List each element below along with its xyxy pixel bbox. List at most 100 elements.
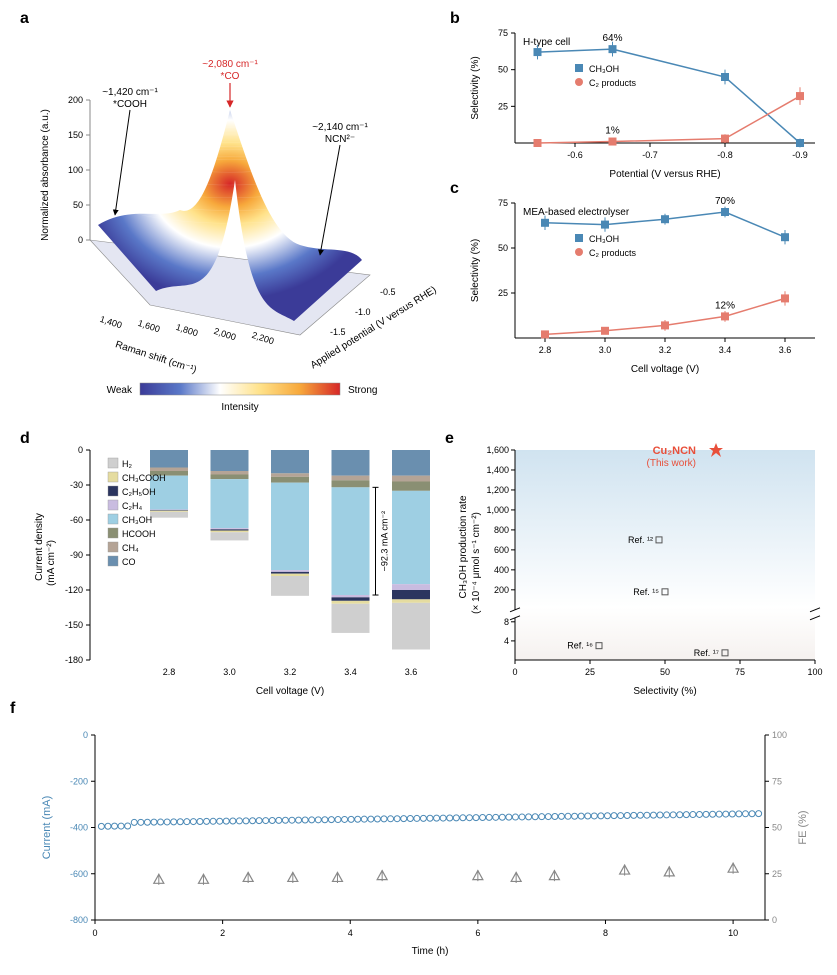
svg-text:1,000: 1,000 — [486, 505, 509, 515]
svg-text:50: 50 — [772, 823, 782, 833]
svg-text:(This work): (This work) — [647, 458, 696, 469]
panel-b-svg: 255075-0.6-0.7-0.8-0.9Selectivity (%)Pot… — [460, 18, 830, 183]
svg-text:50: 50 — [498, 243, 508, 253]
svg-text:Cu₂NCN: Cu₂NCN — [653, 445, 696, 457]
svg-text:25: 25 — [772, 869, 782, 879]
svg-text:-0.9: -0.9 — [792, 150, 808, 160]
svg-text:Selectivity (%): Selectivity (%) — [470, 239, 481, 302]
svg-text:Normalized absorbance (a.u.): Normalized absorbance (a.u.) — [40, 109, 51, 241]
svg-text:Cell voltage (V): Cell voltage (V) — [631, 364, 699, 375]
svg-text:150: 150 — [68, 130, 83, 140]
svg-text:1,200: 1,200 — [486, 485, 509, 495]
panel-a-svg: 0501001502001,4001,6001,8002,0002,200-0.… — [20, 15, 440, 415]
svg-text:1,800: 1,800 — [175, 322, 200, 338]
svg-text:0: 0 — [92, 928, 97, 938]
svg-text:4: 4 — [348, 928, 353, 938]
svg-text:~2,080 cm⁻¹: ~2,080 cm⁻¹ — [202, 59, 258, 70]
svg-text:200: 200 — [494, 585, 509, 595]
panel-label-b: b — [450, 10, 460, 28]
svg-text:CH₃OH: CH₃OH — [122, 515, 152, 525]
svg-text:25: 25 — [498, 101, 508, 111]
svg-text:C₂ products: C₂ products — [589, 78, 637, 88]
svg-text:-30: -30 — [70, 480, 83, 490]
svg-text:3.4: 3.4 — [719, 345, 732, 355]
svg-text:(mA cm⁻²): (mA cm⁻²) — [46, 540, 57, 586]
svg-text:CH₄: CH₄ — [122, 543, 139, 553]
svg-text:*CO: *CO — [221, 71, 240, 82]
svg-text:*COOH: *COOH — [113, 99, 147, 110]
svg-text:-1.5: -1.5 — [330, 327, 346, 337]
svg-text:Ref. ¹⁵: Ref. ¹⁵ — [633, 587, 659, 597]
svg-text:600: 600 — [494, 545, 509, 555]
svg-text:75: 75 — [772, 776, 782, 786]
svg-text:-120: -120 — [65, 585, 83, 595]
svg-text:2,000: 2,000 — [213, 326, 238, 342]
svg-text:-150: -150 — [65, 620, 83, 630]
svg-text:Potential (V versus RHE): Potential (V versus RHE) — [609, 169, 720, 180]
panel-c-svg: 2550752.83.03.23.43.6Selectivity (%)Cell… — [460, 188, 830, 378]
svg-text:C₂ products: C₂ products — [589, 248, 637, 258]
svg-text:12%: 12% — [715, 300, 735, 311]
svg-text:4: 4 — [504, 636, 509, 646]
svg-text:CO: CO — [122, 557, 136, 567]
svg-text:-0.6: -0.6 — [567, 150, 583, 160]
svg-text:Raman shift (cm⁻¹): Raman shift (cm⁻¹) — [114, 339, 198, 376]
svg-text:3.6: 3.6 — [405, 667, 418, 677]
svg-text:~1,420 cm⁻¹: ~1,420 cm⁻¹ — [102, 87, 158, 98]
svg-text:MEA-based electrolyser: MEA-based electrolyser — [523, 207, 630, 218]
svg-text:0: 0 — [772, 915, 777, 925]
svg-text:75: 75 — [498, 28, 508, 38]
svg-text:Ref. ¹⁷: Ref. ¹⁷ — [694, 648, 719, 658]
svg-text:Time (h): Time (h) — [412, 946, 449, 957]
svg-text:H-type cell: H-type cell — [523, 37, 570, 48]
svg-text:2.8: 2.8 — [539, 345, 552, 355]
svg-text:10: 10 — [728, 928, 738, 938]
svg-text:1,600: 1,600 — [486, 445, 509, 455]
svg-text:8: 8 — [504, 617, 509, 627]
svg-text:1,400: 1,400 — [486, 465, 509, 475]
svg-text:-180: -180 — [65, 655, 83, 665]
svg-text:70%: 70% — [715, 196, 735, 207]
svg-text:3.0: 3.0 — [223, 667, 236, 677]
svg-text:C₂H₅OH: C₂H₅OH — [122, 487, 156, 497]
panel-f-svg: 0-200-400-600-80002550751000246810Curren… — [30, 720, 820, 960]
svg-text:FE (%): FE (%) — [797, 810, 809, 844]
svg-text:Selectivity (%): Selectivity (%) — [633, 686, 696, 697]
svg-text:CH₃OH production rate: CH₃OH production rate — [458, 495, 469, 598]
svg-text:1,400: 1,400 — [99, 314, 124, 330]
svg-text:75: 75 — [735, 667, 745, 677]
svg-text:25: 25 — [585, 667, 595, 677]
svg-text:50: 50 — [660, 667, 670, 677]
svg-text:Selectivity (%): Selectivity (%) — [470, 56, 481, 119]
svg-text:-1.0: -1.0 — [355, 307, 371, 317]
svg-text:Ref. ¹⁶: Ref. ¹⁶ — [567, 641, 593, 651]
svg-text:−92.3 mA cm⁻²: −92.3 mA cm⁻² — [380, 511, 390, 572]
panel-label-f: f — [10, 700, 15, 718]
panel-d-svg: 0-30-60-90-120-150-180Current density(mA… — [20, 440, 440, 700]
svg-text:~2,140 cm⁻¹: ~2,140 cm⁻¹ — [312, 122, 368, 133]
svg-text:100: 100 — [68, 165, 83, 175]
svg-text:CH₃COOH: CH₃COOH — [122, 473, 166, 483]
svg-text:200: 200 — [68, 95, 83, 105]
svg-text:0: 0 — [83, 730, 88, 740]
svg-text:Weak: Weak — [107, 385, 133, 396]
svg-text:CH₃OH: CH₃OH — [589, 234, 619, 244]
svg-text:64%: 64% — [602, 33, 622, 44]
svg-text:(× 10⁻⁴ μmol s⁻¹ cm⁻²): (× 10⁻⁴ μmol s⁻¹ cm⁻²) — [471, 512, 482, 614]
svg-text:2.8: 2.8 — [163, 667, 176, 677]
svg-text:8: 8 — [603, 928, 608, 938]
svg-text:50: 50 — [498, 65, 508, 75]
svg-text:3.2: 3.2 — [659, 345, 672, 355]
svg-text:H₂: H₂ — [122, 459, 132, 469]
svg-text:800: 800 — [494, 525, 509, 535]
svg-text:2,200: 2,200 — [251, 330, 276, 346]
svg-text:1%: 1% — [605, 126, 620, 137]
svg-text:3.2: 3.2 — [284, 667, 297, 677]
svg-text:400: 400 — [494, 565, 509, 575]
svg-text:Cell voltage (V): Cell voltage (V) — [256, 686, 324, 697]
svg-text:25: 25 — [498, 288, 508, 298]
svg-text:Current density: Current density — [34, 513, 45, 581]
panel-label-c: c — [450, 180, 459, 198]
svg-text:-400: -400 — [70, 823, 88, 833]
svg-text:0: 0 — [78, 235, 83, 245]
